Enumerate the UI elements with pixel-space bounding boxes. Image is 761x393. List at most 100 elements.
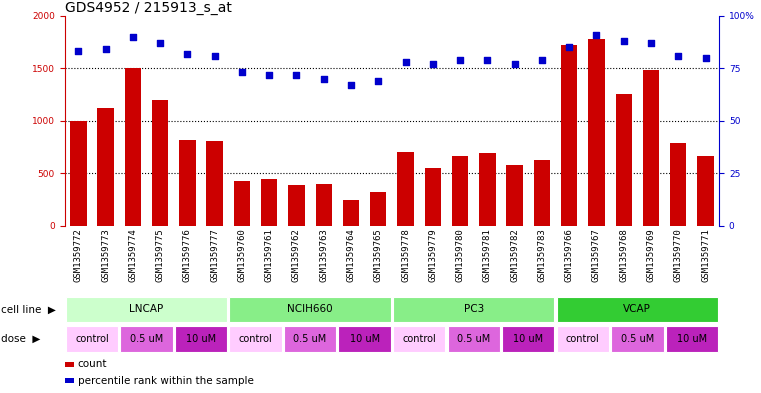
Bar bbox=[425, 168, 441, 226]
Text: PC3: PC3 bbox=[463, 305, 484, 314]
Text: GSM1359775: GSM1359775 bbox=[156, 228, 164, 282]
Text: GSM1359760: GSM1359760 bbox=[237, 228, 247, 282]
Point bbox=[181, 50, 193, 57]
Text: GSM1359762: GSM1359762 bbox=[292, 228, 301, 282]
Text: GSM1359773: GSM1359773 bbox=[101, 228, 110, 282]
Text: control: control bbox=[239, 334, 272, 344]
Text: control: control bbox=[75, 334, 109, 344]
Text: LNCAP: LNCAP bbox=[129, 305, 164, 314]
Bar bbox=[643, 70, 659, 226]
Text: control: control bbox=[403, 334, 436, 344]
Text: count: count bbox=[78, 359, 107, 369]
Text: GSM1359780: GSM1359780 bbox=[456, 228, 464, 282]
Point bbox=[400, 59, 412, 65]
Point bbox=[645, 40, 657, 46]
Bar bbox=[70, 121, 87, 226]
Text: dose  ▶: dose ▶ bbox=[1, 334, 40, 344]
Text: percentile rank within the sample: percentile rank within the sample bbox=[78, 376, 253, 386]
Bar bbox=[316, 184, 332, 226]
Text: GSM1359777: GSM1359777 bbox=[210, 228, 219, 282]
Text: GSM1359774: GSM1359774 bbox=[129, 228, 137, 282]
Bar bbox=[229, 326, 282, 352]
Point bbox=[345, 82, 357, 88]
Text: GSM1359763: GSM1359763 bbox=[320, 228, 328, 282]
Point bbox=[699, 55, 712, 61]
Point bbox=[481, 57, 493, 63]
Text: GSM1359779: GSM1359779 bbox=[428, 228, 438, 282]
Bar bbox=[697, 156, 714, 226]
Text: 10 uM: 10 uM bbox=[513, 334, 543, 344]
Bar bbox=[452, 156, 468, 226]
Text: GSM1359781: GSM1359781 bbox=[483, 228, 492, 282]
Text: GSM1359769: GSM1359769 bbox=[647, 228, 655, 282]
Bar bbox=[670, 143, 686, 226]
Bar bbox=[175, 326, 228, 352]
Bar bbox=[288, 185, 304, 226]
Point bbox=[454, 57, 466, 63]
Bar bbox=[284, 326, 336, 352]
Bar bbox=[393, 326, 445, 352]
Point bbox=[236, 69, 248, 75]
Text: 10 uM: 10 uM bbox=[186, 334, 216, 344]
Point bbox=[536, 57, 548, 63]
Bar bbox=[261, 179, 277, 226]
Text: 10 uM: 10 uM bbox=[677, 334, 707, 344]
Bar bbox=[556, 326, 609, 352]
Text: 0.5 uM: 0.5 uM bbox=[621, 334, 654, 344]
Text: GSM1359765: GSM1359765 bbox=[374, 228, 383, 282]
Text: GSM1359772: GSM1359772 bbox=[74, 228, 83, 282]
Text: cell line  ▶: cell line ▶ bbox=[1, 305, 56, 314]
Text: VCAP: VCAP bbox=[623, 305, 651, 314]
Bar bbox=[588, 39, 605, 226]
Point bbox=[291, 72, 303, 78]
Bar bbox=[229, 296, 391, 322]
Text: 0.5 uM: 0.5 uM bbox=[294, 334, 326, 344]
Bar bbox=[397, 152, 414, 226]
Bar bbox=[561, 45, 578, 226]
Bar bbox=[206, 141, 223, 226]
Bar bbox=[120, 326, 173, 352]
Bar bbox=[479, 153, 495, 226]
Text: GDS4952 / 215913_s_at: GDS4952 / 215913_s_at bbox=[65, 1, 231, 15]
Bar bbox=[556, 296, 718, 322]
Point bbox=[672, 53, 684, 59]
Bar bbox=[97, 108, 114, 226]
Text: GSM1359778: GSM1359778 bbox=[401, 228, 410, 282]
Text: GSM1359776: GSM1359776 bbox=[183, 228, 192, 282]
Point bbox=[563, 44, 575, 50]
Point bbox=[317, 75, 330, 82]
Point bbox=[154, 40, 166, 46]
Bar bbox=[611, 326, 664, 352]
Bar bbox=[339, 326, 391, 352]
Point bbox=[72, 48, 84, 55]
Bar bbox=[393, 296, 555, 322]
Text: GSM1359766: GSM1359766 bbox=[565, 228, 574, 282]
Bar bbox=[152, 100, 168, 226]
Text: 0.5 uM: 0.5 uM bbox=[457, 334, 490, 344]
Bar bbox=[125, 68, 141, 226]
Bar bbox=[616, 94, 632, 226]
Point bbox=[427, 61, 439, 67]
Text: GSM1359761: GSM1359761 bbox=[265, 228, 274, 282]
Text: control: control bbox=[566, 334, 600, 344]
Text: GSM1359782: GSM1359782 bbox=[510, 228, 519, 282]
Text: 10 uM: 10 uM bbox=[349, 334, 380, 344]
Bar bbox=[370, 192, 387, 226]
Text: GSM1359768: GSM1359768 bbox=[619, 228, 628, 282]
Text: NCIH660: NCIH660 bbox=[288, 305, 333, 314]
Text: GSM1359771: GSM1359771 bbox=[701, 228, 710, 282]
Text: GSM1359764: GSM1359764 bbox=[346, 228, 355, 282]
Text: 0.5 uM: 0.5 uM bbox=[130, 334, 163, 344]
Point bbox=[372, 78, 384, 84]
Point bbox=[508, 61, 521, 67]
Bar bbox=[502, 326, 555, 352]
Bar bbox=[234, 181, 250, 226]
Text: GSM1359783: GSM1359783 bbox=[537, 228, 546, 282]
Bar bbox=[447, 326, 500, 352]
Bar bbox=[507, 165, 523, 226]
Bar bbox=[65, 296, 228, 322]
Point bbox=[100, 46, 112, 53]
Text: GSM1359767: GSM1359767 bbox=[592, 228, 601, 282]
Bar bbox=[666, 326, 718, 352]
Bar bbox=[533, 160, 550, 226]
